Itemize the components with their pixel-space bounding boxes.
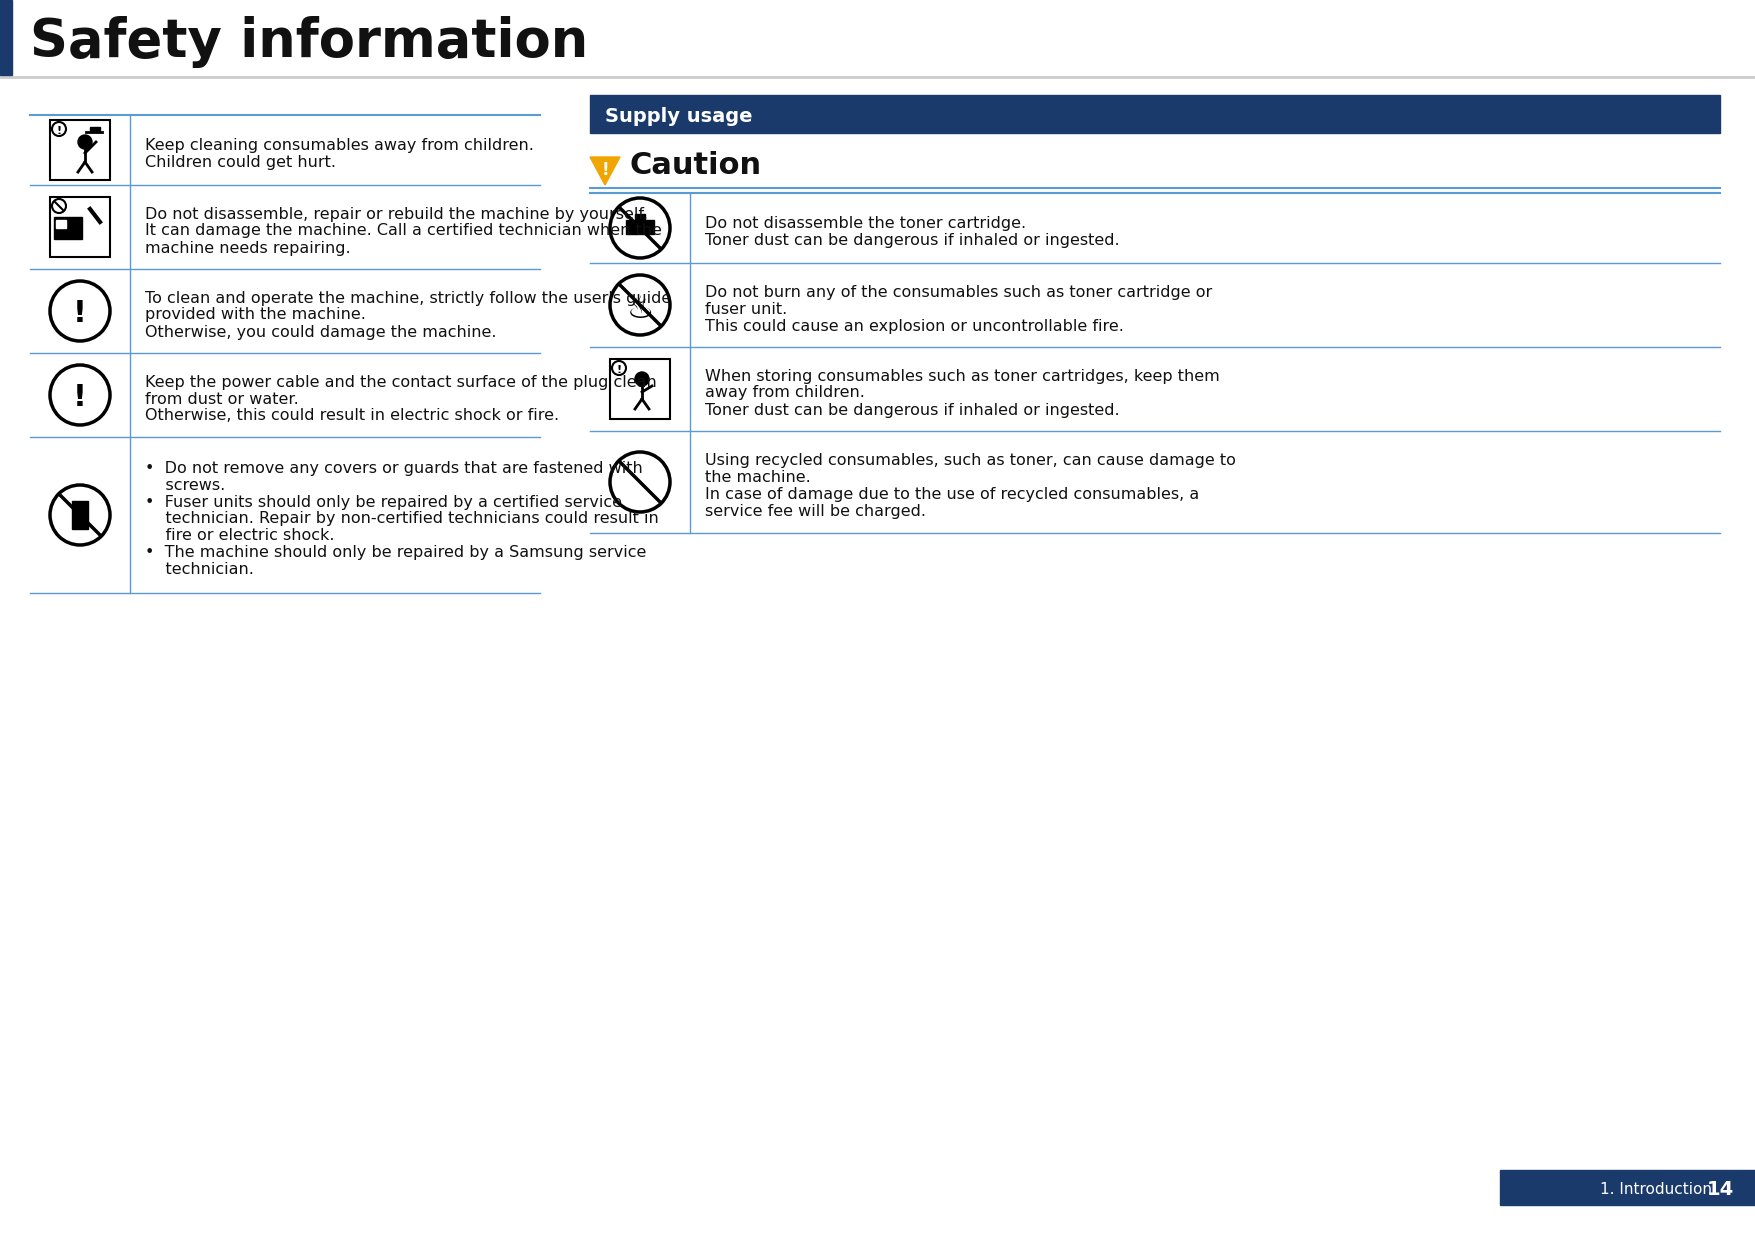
Text: Toner dust can be dangerous if inhaled or ingested.: Toner dust can be dangerous if inhaled o… (706, 403, 1120, 418)
Text: from dust or water.: from dust or water. (146, 392, 298, 407)
Text: ♨: ♨ (627, 295, 653, 324)
Text: machine needs repairing.: machine needs repairing. (146, 241, 351, 255)
Text: It can damage the machine. Call a certified technician when the: It can damage the machine. Call a certif… (146, 223, 662, 238)
Text: !: ! (74, 300, 88, 329)
Text: fire or electric shock.: fire or electric shock. (146, 528, 335, 543)
Bar (54, 217, 82, 239)
Text: Do not burn any of the consumables such as toner cartridge or: Do not burn any of the consumables such … (706, 284, 1213, 300)
Text: !: ! (602, 161, 609, 179)
Text: When storing consumables such as toner cartridges, keep them: When storing consumables such as toner c… (706, 368, 1220, 383)
Text: technician. Repair by non-certified technicians could result in: technician. Repair by non-certified tech… (146, 511, 658, 527)
Bar (90, 126, 100, 131)
Text: Keep the power cable and the contact surface of the plug clean: Keep the power cable and the contact sur… (146, 374, 656, 389)
Text: In case of damage due to the use of recycled consumables, a: In case of damage due to the use of recy… (706, 487, 1199, 502)
Text: Supply usage: Supply usage (605, 107, 753, 125)
Text: away from children.: away from children. (706, 386, 865, 401)
Text: 1. Introduction: 1. Introduction (1601, 1182, 1711, 1197)
Text: •  Fuser units should only be repaired by a certified service: • Fuser units should only be repaired by… (146, 495, 621, 510)
Bar (590, 95, 1720, 133)
Text: •  The machine should only be repaired by a Samsung service: • The machine should only be repaired by… (146, 546, 646, 560)
Circle shape (77, 135, 91, 149)
Text: Do not disassemble the toner cartridge.: Do not disassemble the toner cartridge. (706, 216, 1027, 231)
Text: Toner dust can be dangerous if inhaled or ingested.: Toner dust can be dangerous if inhaled o… (706, 233, 1120, 248)
Text: •  Do not remove any covers or guards that are fastened with: • Do not remove any covers or guards tha… (146, 460, 642, 475)
Text: To clean and operate the machine, strictly follow the user's guide: To clean and operate the machine, strict… (146, 290, 670, 305)
Circle shape (635, 372, 649, 386)
Text: This could cause an explosion or uncontrollable fire.: This could cause an explosion or uncontr… (706, 319, 1123, 334)
Text: 14: 14 (1706, 1180, 1734, 1199)
Bar (72, 501, 88, 529)
Text: Safety information: Safety information (30, 16, 588, 68)
Bar (1501, 1171, 1755, 1205)
Bar (0, 0, 12, 74)
Text: screws.: screws. (146, 477, 225, 492)
Text: !: ! (616, 365, 621, 374)
Text: technician.: technician. (146, 563, 254, 578)
Text: Caution: Caution (630, 150, 762, 180)
Text: Otherwise, you could damage the machine.: Otherwise, you could damage the machine. (146, 325, 497, 340)
Text: Otherwise, this could result in electric shock or fire.: Otherwise, this could result in electric… (146, 408, 560, 424)
Text: the machine.: the machine. (706, 470, 811, 485)
Text: Keep cleaning consumables away from children.: Keep cleaning consumables away from chil… (146, 138, 534, 153)
Text: fuser unit.: fuser unit. (706, 301, 788, 316)
Text: !: ! (74, 383, 88, 413)
Text: Children could get hurt.: Children could get hurt. (146, 155, 335, 170)
Bar (635, 215, 646, 222)
Text: !: ! (56, 126, 61, 136)
Polygon shape (590, 157, 620, 185)
Bar (627, 219, 655, 234)
Text: provided with the machine.: provided with the machine. (146, 308, 365, 322)
Text: service fee will be charged.: service fee will be charged. (706, 503, 927, 520)
Text: Do not disassemble, repair or rebuild the machine by yourself.: Do not disassemble, repair or rebuild th… (146, 207, 648, 222)
Bar (56, 219, 67, 228)
Text: Using recycled consumables, such as toner, can cause damage to: Using recycled consumables, such as tone… (706, 453, 1236, 467)
